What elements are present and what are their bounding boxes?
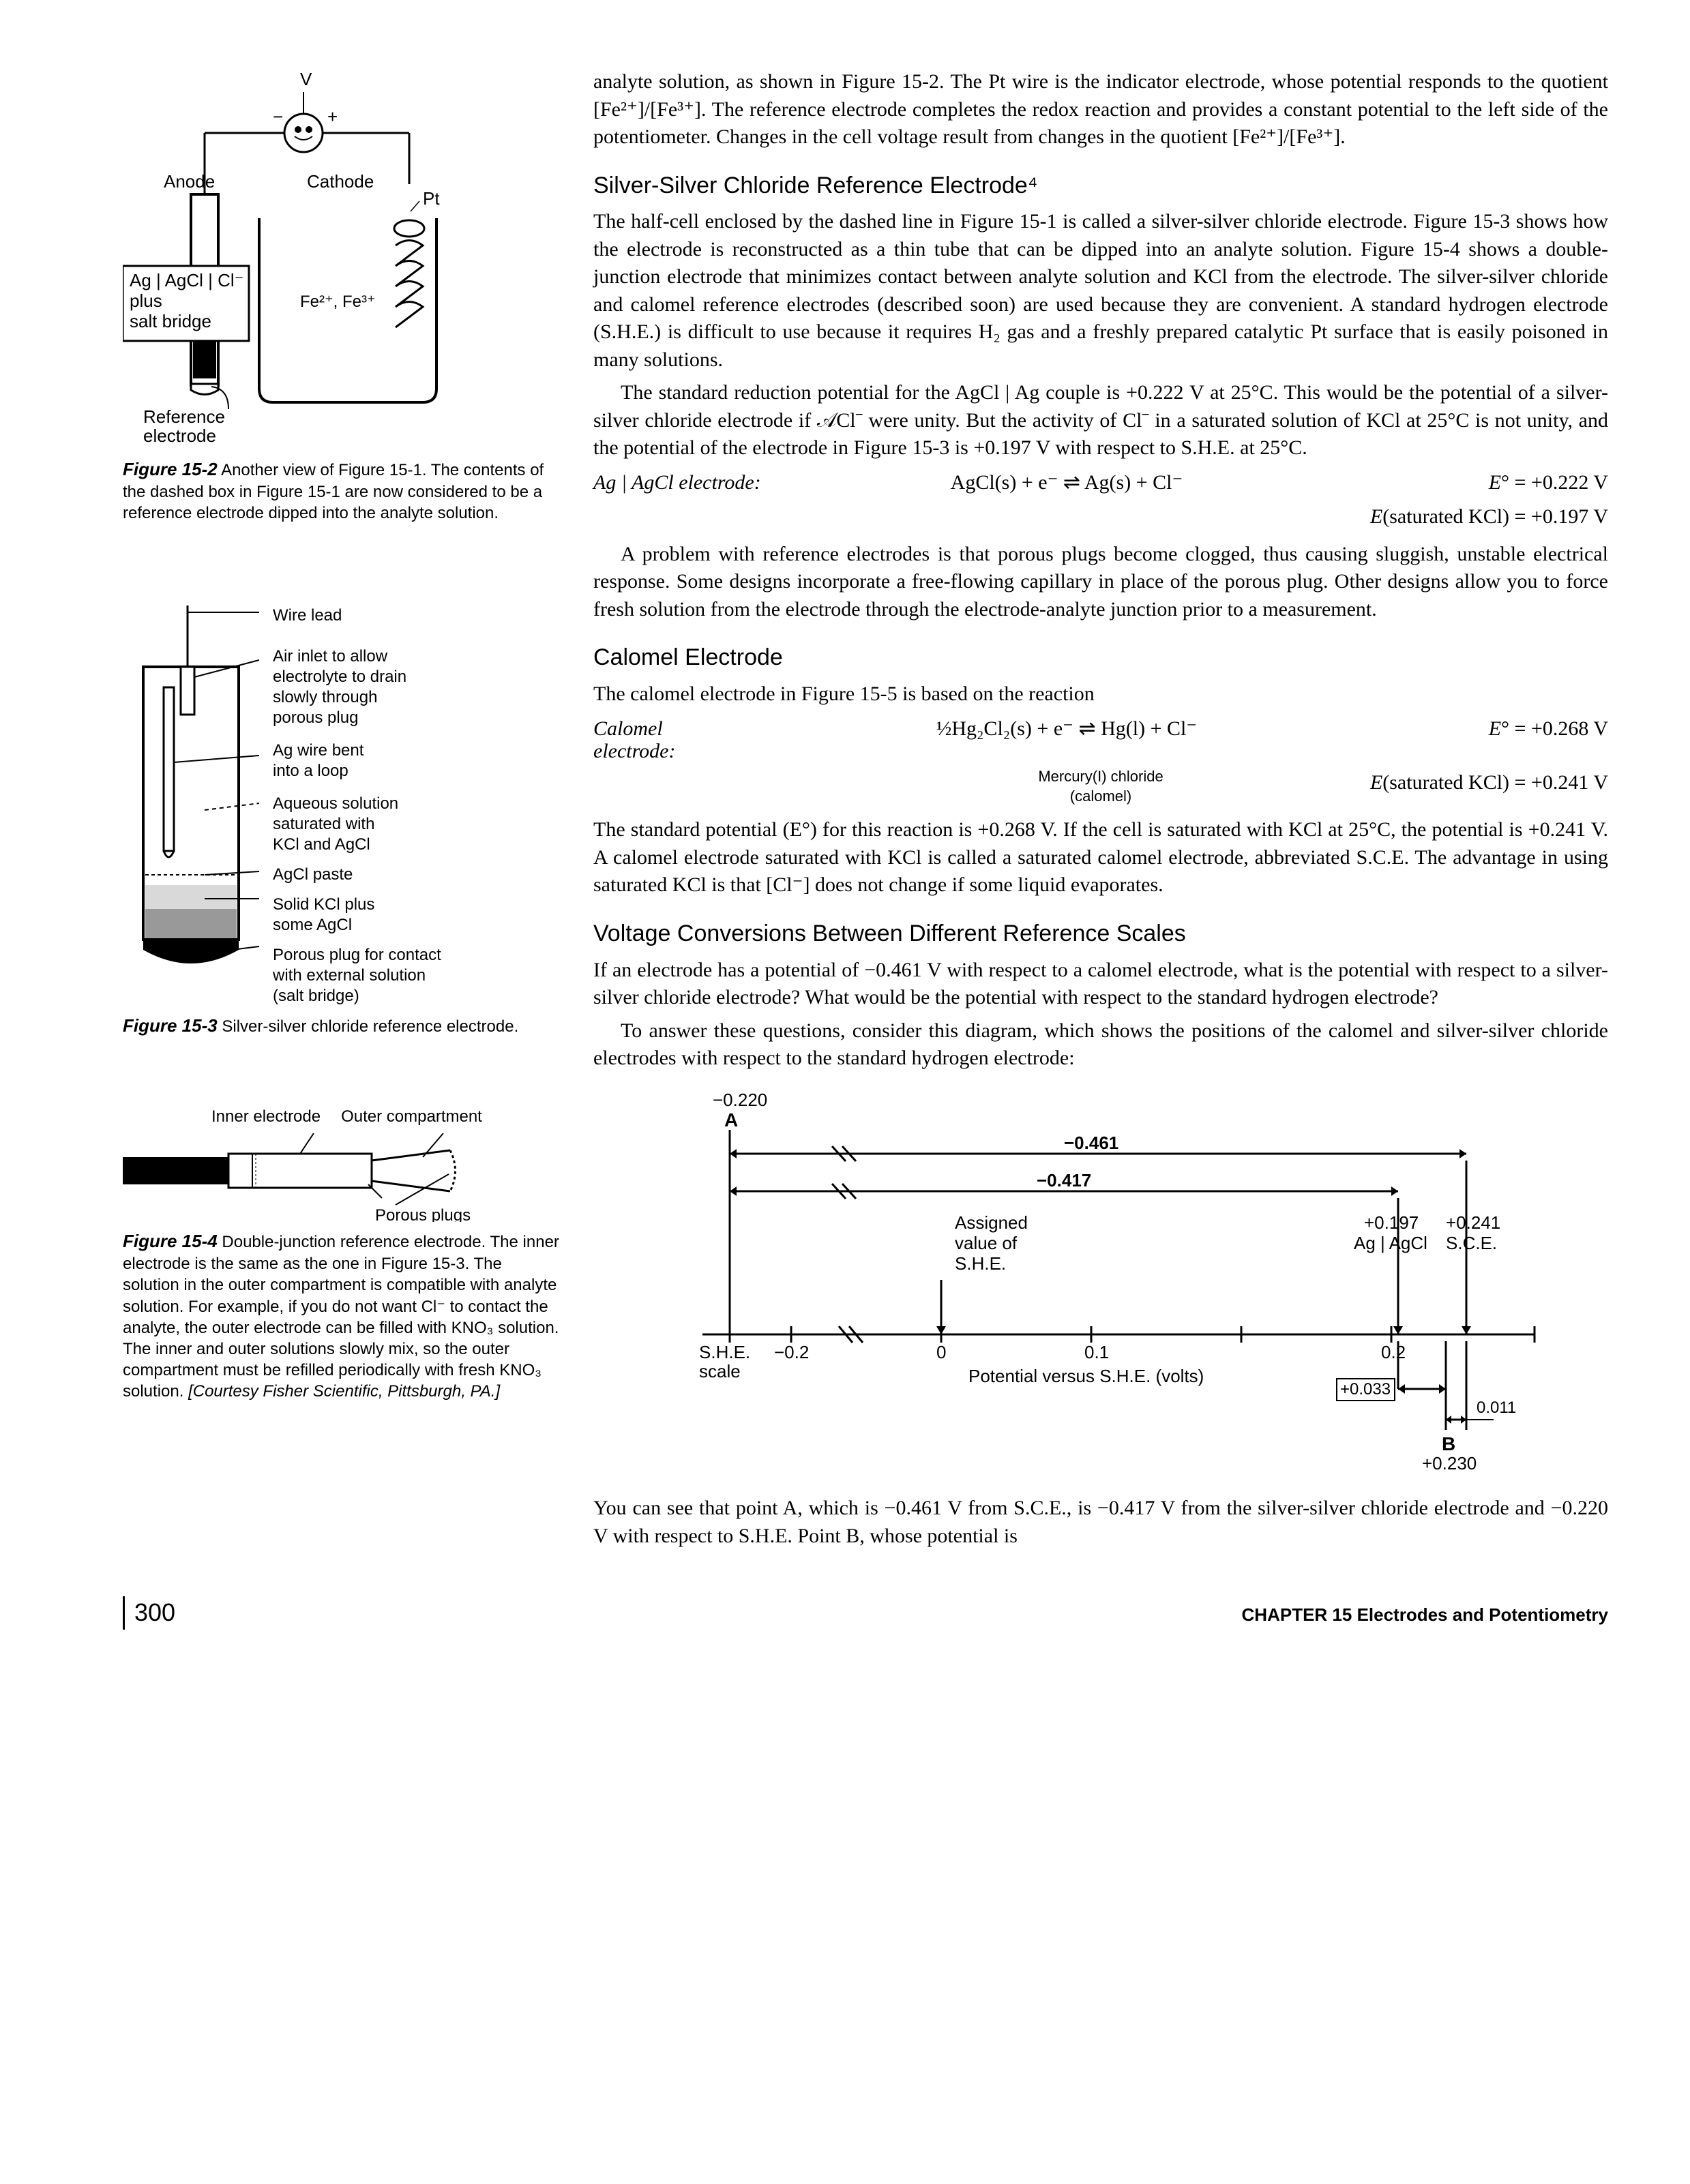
- fig-15-4-caption: Figure 15-4 Double-junction reference el…: [123, 1230, 559, 1402]
- plus-label: +: [327, 106, 338, 127]
- p1: analyte solution, as shown in Figure 15-…: [593, 68, 1608, 151]
- t0: 0: [936, 1342, 946, 1362]
- t01: 0.1: [1084, 1342, 1109, 1362]
- anode-label: Anode: [164, 171, 215, 192]
- fig-15-4-svg: Porous plugs: [123, 1133, 546, 1222]
- right-column: analyte solution, as shown in Figure 15-…: [593, 68, 1608, 1555]
- solid2: some AgCl: [273, 915, 559, 936]
- air2: electrolyte to drain: [273, 667, 559, 687]
- eq2-label1: Calomel: [593, 717, 663, 740]
- plugs-label: Porous plugs: [375, 1206, 471, 1222]
- assigned2: value of: [955, 1233, 1018, 1253]
- eq2: Calomel electrode: ½Hg₂Cl₂(s) + e⁻ ⇌ Hg(…: [593, 715, 1608, 762]
- h2: Calomel Electrode: [593, 642, 1608, 674]
- A-label: A: [724, 1109, 738, 1131]
- she-tick: S.H.E.: [699, 1342, 750, 1362]
- page-layout: V − + Anode Cathode Pt: [123, 68, 1608, 1555]
- voltage-diagram: −0.220 A −0.461 −0.417 Assigned value of…: [675, 1089, 1608, 1479]
- fig-15-3-caption-t: Silver-silver chloride reference electro…: [218, 1017, 519, 1036]
- h3: Voltage Conversions Between Different Re…: [593, 918, 1608, 950]
- t02: 0.2: [1381, 1342, 1406, 1362]
- chapter-title: CHAPTER 15 Electrodes and Potentiometry: [1242, 1603, 1608, 1627]
- p8: To answer these questions, consider this…: [593, 1017, 1608, 1073]
- scale-tick: scale: [699, 1361, 741, 1381]
- p7: If an electrode has a potential of −0.46…: [593, 957, 1608, 1012]
- p0230: +0.230: [1422, 1453, 1477, 1471]
- aq2: saturated with: [273, 814, 559, 835]
- p4: A problem with reference electrodes is t…: [593, 541, 1608, 624]
- p0197: +0.197: [1364, 1212, 1419, 1233]
- voltage-diagram-svg: −0.220 A −0.461 −0.417 Assigned value of…: [675, 1089, 1548, 1471]
- air1: Air inlet to allow: [273, 646, 559, 667]
- page-footer: 300 CHAPTER 15 Electrodes and Potentiome…: [123, 1596, 1608, 1630]
- ref1: Reference: [143, 406, 225, 427]
- p6: The standard potential (E°) for this rea…: [593, 816, 1608, 899]
- p2: The half-cell enclosed by the dashed lin…: [593, 208, 1608, 374]
- m0461: −0.461: [1064, 1133, 1118, 1153]
- left-column: V − + Anode Cathode Pt: [123, 68, 559, 1555]
- air4: porous plug: [273, 708, 559, 728]
- assigned3: S.H.E.: [955, 1253, 1006, 1274]
- plug1: Porous plug for contact: [273, 945, 559, 966]
- fig-15-3-svg: [123, 605, 273, 987]
- fig-15-4-caption-b: Figure 15-4: [123, 1231, 218, 1251]
- agagcl: Ag | AgCl: [1354, 1233, 1427, 1253]
- figure-15-2: V − + Anode Cathode Pt: [123, 68, 559, 524]
- fe-label: Fe²⁺, Fe³⁺: [300, 293, 376, 311]
- eq1: Ag | AgCl electrode: AgCl(s) + e⁻ ⇌ Ag(s…: [593, 469, 1608, 497]
- v-label: V: [300, 69, 312, 89]
- solid1: Solid KCl plus: [273, 895, 559, 915]
- fig-15-3-caption-b: Figure 15-3: [123, 1015, 218, 1036]
- page-number: 300: [123, 1596, 175, 1630]
- m0220: −0.220: [713, 1090, 767, 1110]
- fig-15-2-caption-b: Figure 15-2: [123, 459, 218, 479]
- cathode-label: Cathode: [307, 171, 374, 192]
- paste: AgCl paste: [273, 865, 559, 885]
- eq2-label2: electrode:: [593, 740, 675, 762]
- m0417: −0.417: [1037, 1170, 1091, 1191]
- agbox-l3: salt bridge: [130, 311, 211, 331]
- m0011: 0.011: [1477, 1398, 1516, 1417]
- p5: The calomel electrode in Figure 15-5 is …: [593, 680, 1608, 708]
- fig-15-2-svg: V − + Anode Cathode Pt: [123, 68, 491, 450]
- pt-label: Pt: [423, 188, 440, 209]
- minus-label: −: [273, 106, 283, 127]
- fig-15-2-caption: Figure 15-2 Another view of Figure 15-1.…: [123, 458, 559, 524]
- ag1: Ag wire bent: [273, 741, 559, 761]
- assigned1: Assigned: [955, 1212, 1028, 1233]
- agbox-l1: Ag | AgCl | Cl⁻: [130, 270, 243, 290]
- ref2: electrode: [143, 425, 216, 446]
- eq1-sub: E(saturated KCl) = +0.197 V: [593, 503, 1608, 531]
- outer-label: Outer compartment: [341, 1106, 482, 1128]
- p9: You can see that point A, which is −0.46…: [593, 1495, 1608, 1550]
- plug2: with external solution: [273, 966, 559, 986]
- p3: The standard reduction potential for the…: [593, 379, 1608, 462]
- fig-15-4-credit: [Courtesy Fisher Scientific, Pittsburgh,…: [188, 1382, 500, 1401]
- plug3: (salt bridge): [273, 986, 559, 1006]
- aq1: Aqueous solution: [273, 794, 559, 814]
- fig-15-4-caption-t: Double-junction reference electrode. The…: [123, 1233, 559, 1401]
- p0241: +0.241: [1446, 1212, 1500, 1233]
- axis-label: Potential versus S.H.E. (volts): [968, 1366, 1204, 1386]
- B-label: B: [1442, 1433, 1455, 1454]
- fig-15-3-caption: Figure 15-3 Silver-silver chloride refer…: [123, 1015, 559, 1038]
- figure-15-4: Inner electrode Outer compartment Porous…: [123, 1106, 559, 1403]
- wire-label: Wire lead: [273, 605, 559, 626]
- eq1-label: Ag | AgCl electrode:: [593, 469, 764, 497]
- air3: slowly through: [273, 687, 559, 708]
- m02: −0.2: [774, 1342, 809, 1362]
- agbox-l2: plus: [130, 290, 162, 311]
- eq1-body: AgCl(s) + e⁻ ⇌ Ag(s) + Cl⁻: [764, 469, 1369, 497]
- p0033: +0.033: [1340, 1380, 1391, 1398]
- figure-15-3: Wire lead Air inlet to allow electrolyte…: [123, 605, 559, 1038]
- aq3: KCl and AgCl: [273, 835, 559, 855]
- sce: S.C.E.: [1446, 1233, 1497, 1253]
- eq2-note1: Mercury(I) chloride: [1038, 768, 1163, 785]
- ag2: into a loop: [273, 761, 559, 781]
- inner-label: Inner electrode: [211, 1106, 321, 1128]
- h1: Silver-Silver Chloride Reference Electro…: [593, 170, 1608, 202]
- eq2-body: ½Hg₂Cl₂(s) + e⁻ ⇌ Hg(l) + Cl⁻: [764, 715, 1369, 743]
- eq2-note2: (calomel): [1070, 788, 1131, 805]
